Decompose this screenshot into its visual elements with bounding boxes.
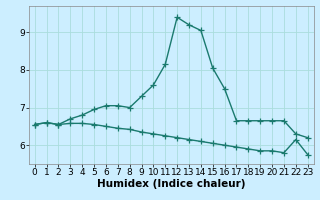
X-axis label: Humidex (Indice chaleur): Humidex (Indice chaleur): [97, 179, 245, 189]
